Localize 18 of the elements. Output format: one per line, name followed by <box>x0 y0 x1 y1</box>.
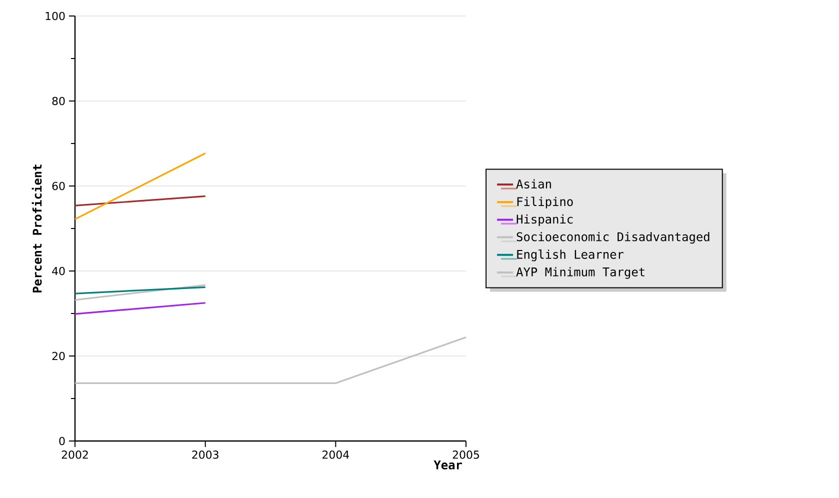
x-axis-title: Year <box>434 460 462 470</box>
x-tick-label: 2003 <box>192 450 218 459</box>
y-axis-title: Percent Proficient <box>32 164 42 292</box>
x-tick-label: 2004 <box>322 450 349 459</box>
legend-label: AYP Minimum Target <box>516 267 644 279</box>
x-tick-label: 2005 <box>452 450 479 459</box>
y-tick-label: 20 <box>52 352 65 360</box>
y-tick-label: 0 <box>59 436 65 446</box>
y-tick-label: 40 <box>52 266 65 276</box>
legend-label: Socioeconomic Disadvantaged <box>516 232 710 244</box>
y-tick-label: 80 <box>52 96 65 106</box>
y-tick-label: 60 <box>52 182 65 190</box>
legend-label: Hispanic <box>516 214 573 226</box>
legend-label: Filipino <box>517 196 573 208</box>
y-tick-label: 100 <box>46 12 65 20</box>
legend-label: Asian <box>516 179 551 188</box>
legend-label: English Learner <box>517 250 624 262</box>
x-tick-label: 2002 <box>62 450 88 459</box>
